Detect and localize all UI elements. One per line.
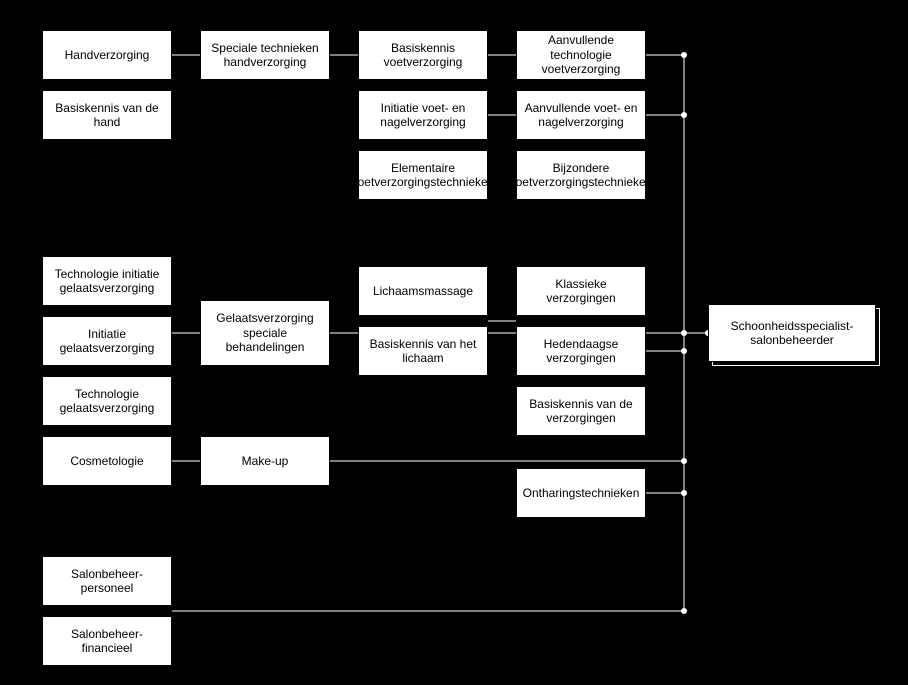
diagram-canvas: Handverzorging Basiskennis van de hand Spe… [0, 0, 908, 685]
node-n_aanv_voetnagel: Aanvullende voet- en nagelverzorging [516, 90, 646, 140]
node-terminal: Schoonheidsspecialist-salonbeheerder [708, 304, 876, 362]
node-n_gelaat_spec: Gelaatsverzorging speciale behandelingen [200, 300, 330, 366]
node-n_basiskennis_hand: Basiskennis van de hand [42, 90, 172, 140]
node-n_aanv_tech_voet: Aanvullende technologie voetverzorging [516, 30, 646, 80]
node-n_basis_lichaam: Basiskennis van het lichaam [358, 326, 488, 376]
node-n_salon_fin: Salonbeheer- financieel [42, 616, 172, 666]
node-n_hedendaagse: Hedendaagse verzorgingen [516, 326, 646, 376]
node-n_cosmetologie: Cosmetologie [42, 436, 172, 486]
node-n_lichaamsmassage: Lichaamsmassage [358, 266, 488, 316]
node-n_tech_gelaat: Technologie gelaatsverzorging [42, 376, 172, 426]
node-n_speciale_hand: Speciale technieken handverzorging [200, 30, 330, 80]
node-n_basis_verz: Basiskennis van de verzorgingen [516, 386, 646, 436]
node-n_salon_pers: Salonbeheer- personeel [42, 556, 172, 606]
node-n_onthar: Ontharingstechnieken [516, 468, 646, 518]
node-n_klassieke: Klassieke verzorgingen [516, 266, 646, 316]
node-n_elem_voettech: Elementaire voetverzorgingstechnieken [358, 150, 488, 200]
node-n_basis_voet: Basiskennis voetverzorging [358, 30, 488, 80]
node-n_init_gelaat: Initiatie gelaatsverzorging [42, 316, 172, 366]
node-n_tech_init_gelaat: Technologie initiatie gelaatsverzorging [42, 256, 172, 306]
node-n_makeup: Make-up [200, 436, 330, 486]
node-n_init_voetnagel: Initiatie voet- en nagelverzorging [358, 90, 488, 140]
node-n_bijz_voettech: Bijzondere voetverzorgingstechnieken [516, 150, 646, 200]
node-n_handverzorging: Handverzorging [42, 30, 172, 80]
